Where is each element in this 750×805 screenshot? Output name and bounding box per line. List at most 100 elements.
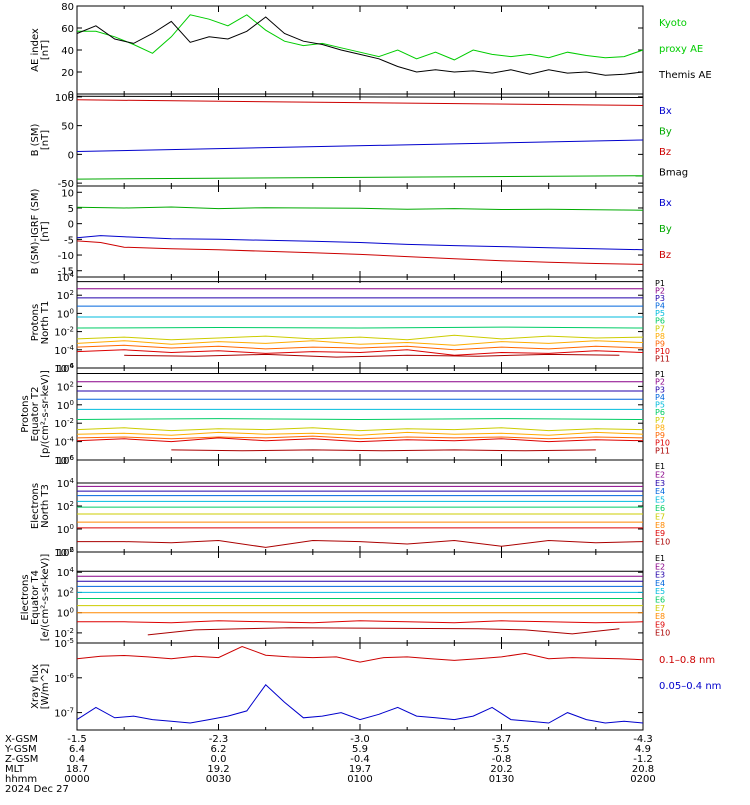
y-tick-label: 40 [61, 46, 74, 57]
y-tick-label: 10-4 [54, 344, 74, 357]
series-line [76, 206, 644, 211]
y-tick-label: 80 [61, 2, 74, 13]
panel-ae: AE index [nT] Kyoto proxy AE Themis AE [30, 5, 712, 95]
legend-label: P11 [655, 354, 670, 363]
y-tick-label: 60 [61, 24, 74, 35]
y-tick-label: 10-7 [54, 707, 74, 720]
y-tick-label: 50 [61, 122, 74, 133]
panel-bsmigrf: B (SM)-IGRF (SM) [nT] Bx By Bz [30, 185, 672, 278]
legend-label: E6 [655, 596, 665, 605]
y-tick-label: 100 [55, 93, 74, 104]
panel-frame [76, 185, 644, 278]
legend-label: E2 [655, 562, 665, 571]
series-line [76, 684, 644, 724]
x-axis-value: 19.2 [207, 764, 229, 775]
series-line [76, 427, 644, 432]
legend-label: P8 [655, 332, 665, 341]
series-line [171, 449, 596, 452]
y-tick-label: 0 [68, 150, 74, 161]
legend-label: P1 [655, 370, 665, 379]
y-tick-label: 102 [57, 380, 74, 393]
panel-frame [76, 642, 644, 731]
series-line [124, 353, 620, 358]
x-axis-row-label: Y-GSM [4, 744, 37, 755]
panel-frame [76, 5, 644, 95]
y-tick-label: 104 [57, 271, 75, 284]
y-tick-label: 10-2 [54, 417, 74, 430]
legend-label: E1 [655, 554, 665, 563]
series-line [76, 334, 644, 341]
y-axis-label: B (SM)-IGRF (SM) [30, 189, 41, 275]
y-axis-label: [p/(cm²-s-sr-keV)] [40, 370, 51, 458]
y-axis-label: Xray flux [30, 664, 41, 709]
x-axis-value: 0200 [630, 774, 655, 785]
series-line [76, 418, 644, 421]
legend-label: E7 [655, 604, 665, 613]
legend-label: Bz [659, 250, 671, 261]
legend-label: 0.1–0.8 nm [659, 655, 715, 666]
y-tick-label: 10-2 [54, 627, 74, 640]
legend-label: Bz [659, 147, 671, 158]
y-tick-label: 5 [68, 204, 74, 215]
y-tick-label: 0 [68, 90, 74, 101]
series-line [76, 16, 644, 76]
legend-label: E3 [655, 479, 665, 488]
y-tick-label: 102 [57, 586, 74, 599]
panel-pe: Protons Equator T2 [p/(cm²-s-sr-keV)] P1P2P… [20, 367, 670, 461]
y-tick-label: 10 [61, 188, 74, 199]
x-axis-value: -3.7 [492, 734, 512, 745]
x-axis-value: 6.2 [211, 744, 227, 755]
panel-xray: Xray flux [W/m^2] 0.1–0.8 nm 0.05–0.4 nm [30, 642, 721, 731]
x-axis-value: 0130 [489, 774, 514, 785]
x-axis-value: -0.8 [492, 754, 512, 765]
x-axis-value: 6.4 [69, 744, 85, 755]
x-axis-table: X-GSM -1.5 -2.3 -3.0 -3.7 -4.3 Y-GSM 6.4 6.2 5.9 5… [4, 734, 656, 795]
y-axis-label: [nT] [40, 40, 51, 60]
y-tick-label: 106 [57, 546, 75, 559]
legend-label: E10 [655, 629, 670, 638]
x-axis-value: 0030 [206, 774, 231, 785]
legend-label: Bx [659, 198, 672, 209]
y-axis-label: B (SM) [30, 123, 41, 156]
y-tick-label: 104 [57, 477, 75, 490]
y-tick-label: 10-5 [54, 637, 74, 650]
x-axis-value: 5.5 [494, 744, 510, 755]
series-line [76, 645, 644, 663]
panel-bsm: B (SM) [nT] Bx By Bz Bmag [30, 93, 688, 187]
legend-label: P3 [655, 294, 665, 303]
legend-label: P4 [655, 302, 665, 311]
x-axis-value: 0100 [347, 774, 372, 785]
legend-label: P7 [655, 416, 665, 425]
x-axis-value: -2.3 [209, 734, 229, 745]
legend-label: E3 [655, 571, 665, 580]
panel-frame [76, 459, 644, 553]
legend-label: By [659, 224, 672, 235]
y-axis-label: Protons [30, 304, 41, 341]
x-axis-value: 20.2 [490, 764, 512, 775]
legend-label: E2 [655, 470, 665, 479]
x-axis-row-label: X-GSM [5, 734, 38, 745]
series-line [76, 437, 644, 443]
series-line [76, 175, 644, 180]
legend-label: E4 [655, 487, 665, 496]
x-axis-value: 20.8 [632, 764, 654, 775]
series-line [76, 139, 644, 152]
legend-label: P2 [655, 287, 665, 296]
y-axis-label: Equator T2 [30, 387, 41, 442]
date-label: 2024 Dec 27 [5, 784, 69, 795]
x-axis-value: -0.4 [350, 754, 370, 765]
y-tick-label: 106 [57, 454, 75, 467]
y-tick-label: 100 [57, 607, 74, 620]
y-tick-label: 0 [68, 220, 74, 231]
panel-frame [76, 551, 644, 644]
x-axis-value: 0.4 [69, 754, 85, 765]
y-tick-label: 100 [57, 307, 74, 320]
x-axis-row-label: Z-GSM [5, 754, 38, 765]
y-tick-label: 10-6 [54, 672, 74, 685]
y-tick-label: 10-6 [54, 362, 74, 375]
x-axis-value: -3.0 [350, 734, 370, 745]
legend-label: P10 [655, 347, 670, 356]
legend-label: E10 [655, 538, 670, 547]
legend-label: E9 [655, 620, 665, 629]
